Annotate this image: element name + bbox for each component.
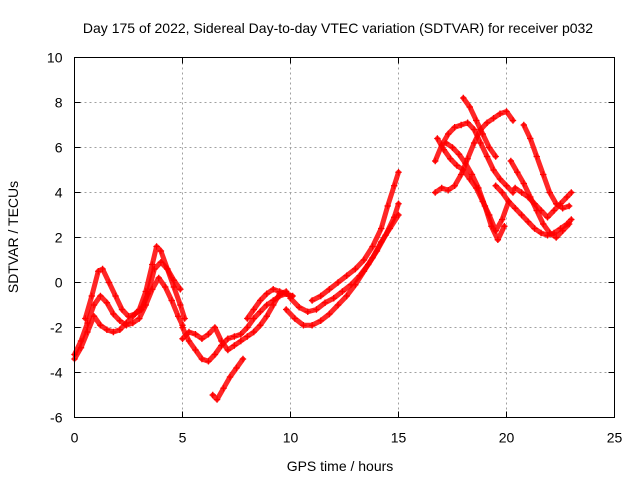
series-trace-trace-a <box>72 275 185 357</box>
series-trace-i <box>287 200 402 315</box>
series-trace-trace-s <box>521 122 572 211</box>
series-trace-trace-n <box>443 140 507 243</box>
series-trace-trace-m <box>434 136 512 234</box>
series-trace-g <box>244 286 296 322</box>
series-trace-trace-p <box>493 183 574 238</box>
x-tick-label: 20 <box>499 430 515 446</box>
series-trace-trace-f <box>210 356 246 402</box>
y-tick-label: 4 <box>55 185 63 201</box>
series-trace-c <box>82 259 184 322</box>
x-axis-title: GPS time / hours <box>287 458 394 474</box>
x-tick-label: 25 <box>607 430 623 446</box>
series-trace-f <box>209 355 247 403</box>
tick-layer: 0 5 10 15 20 25 -6 -4 -2 0 2 4 6 8 10 <box>47 50 623 446</box>
y-tick-label: -6 <box>50 410 63 426</box>
chart-title: Day 175 of 2022, Sidereal Day-to-day VTE… <box>83 20 593 36</box>
y-tick-label: 6 <box>55 140 63 156</box>
series-trace-trace-e <box>180 289 289 353</box>
series-trace-r <box>507 157 573 241</box>
y-tick-label: 8 <box>55 95 63 111</box>
series-trace-trace-k <box>432 109 516 195</box>
series-trace-j <box>308 169 402 304</box>
series-trace-h <box>282 211 402 329</box>
series-trace-trace-l <box>432 120 516 195</box>
grid-layer <box>74 57 615 418</box>
series-trace-o <box>460 94 499 160</box>
series-trace-trace-i <box>288 201 401 315</box>
series-trace-n <box>442 139 508 243</box>
y-tick-label: -4 <box>50 365 63 381</box>
series-trace-trace-q <box>512 185 574 220</box>
series-trace-trace-j <box>309 169 401 303</box>
y-tick-label: -2 <box>50 320 63 336</box>
x-tick-label: 5 <box>179 430 187 446</box>
x-tick-label: 0 <box>71 430 79 446</box>
series-trace-l <box>432 119 517 196</box>
y-tick-label: 0 <box>55 275 63 291</box>
series-trace-trace-o <box>460 95 499 159</box>
series-trace-trace-r <box>508 158 572 240</box>
series-trace-trace-g <box>244 286 296 321</box>
series-trace-s <box>520 121 573 212</box>
y-tick-label: 2 <box>55 230 63 246</box>
y-axis-title: SDTVAR / TECUs <box>5 181 21 293</box>
y-tick-label: 10 <box>47 50 63 66</box>
x-tick-label: 10 <box>283 430 299 446</box>
series-trace-trace-c <box>82 259 183 321</box>
data-layer <box>71 94 575 403</box>
x-tick-label: 15 <box>391 430 407 446</box>
